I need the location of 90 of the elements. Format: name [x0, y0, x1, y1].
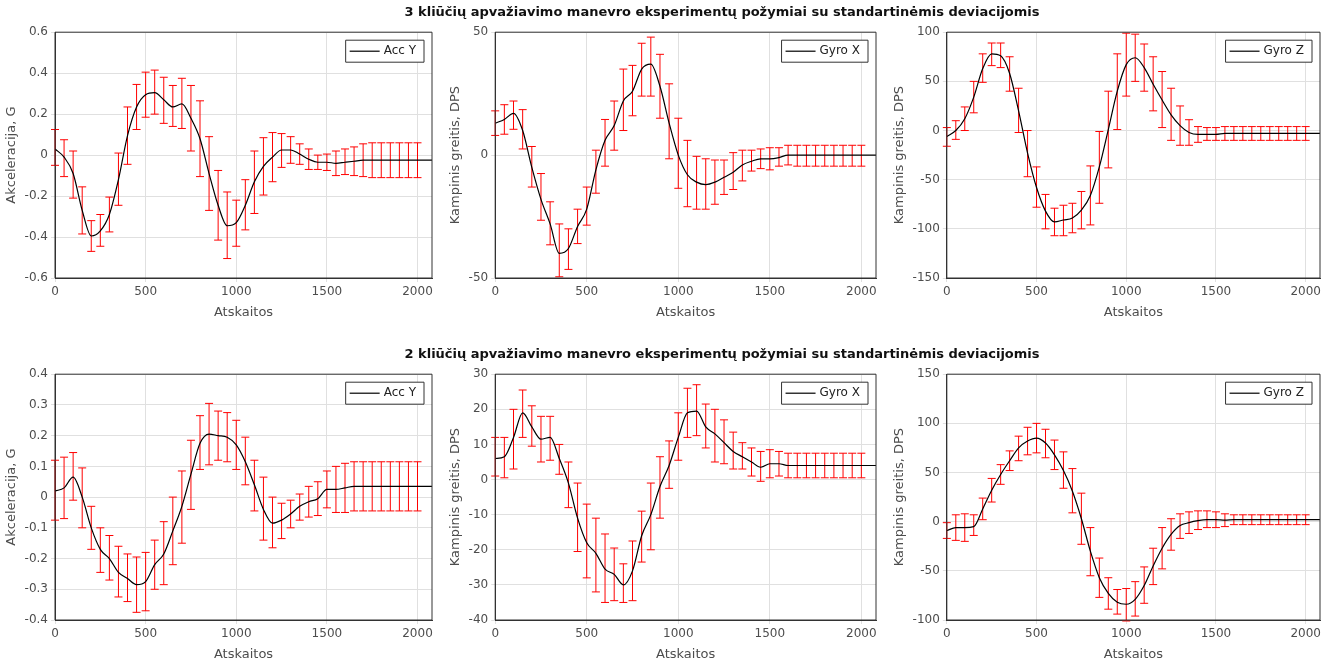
y-axis-title: Kampinis greitis, DPS [891, 427, 907, 567]
y-tick-label: -0.2 [24, 550, 49, 565]
x-tick-label: 2000 [1290, 284, 1321, 299]
legend-label: Gyro X [819, 385, 861, 400]
x-tick-label: 0 [491, 284, 500, 299]
line-series [946, 437, 1320, 605]
x-tick-label: 0 [943, 626, 951, 641]
chart-title: 2 kliūčių apvažiavimo manevro eksperimentų požymiai su standartinėmis deviacijomis [403, 345, 1041, 363]
y-tick-label: 0.1 [28, 458, 49, 473]
y-tick-label: 0 [40, 147, 49, 162]
x-tick-label: 2000 [846, 626, 877, 641]
y-tick-label: -0.4 [24, 229, 49, 244]
y-tick-label: 0.2 [28, 427, 49, 442]
y-tick-label: 0 [480, 471, 489, 486]
y-tick-label: -50 [920, 562, 940, 577]
legend-label: Gyro Z [1263, 43, 1305, 58]
x-axis-title: Atskaitos [213, 645, 274, 659]
x-tick-label: 1500 [311, 626, 343, 641]
x-tick-label: 1000 [1110, 284, 1142, 299]
y-tick-label: 50 [924, 73, 940, 88]
x-tick-label: 1500 [311, 284, 343, 299]
x-tick-label: 2000 [1290, 626, 1321, 641]
x-tick-label: 1000 [1110, 626, 1142, 641]
y-axis-title: Akceleracija, G [3, 106, 19, 204]
x-tick-label: 500 [134, 284, 158, 299]
y-tick-label: -40 [468, 612, 489, 627]
y-tick-label: 50 [472, 24, 489, 39]
legend-label: Gyro Z [1263, 385, 1305, 400]
x-tick-label: 2000 [402, 626, 433, 641]
legend-label: Acc Y [383, 385, 417, 400]
y-tick-label: 100 [916, 24, 940, 39]
y-tick-label: 0 [932, 122, 940, 137]
x-tick-label: 2000 [402, 284, 433, 299]
x-tick-label: 500 [575, 284, 599, 299]
y-tick-label: 50 [924, 464, 940, 479]
y-tick-label: 30 [472, 366, 489, 381]
x-axis-title: Atskaitos [655, 303, 716, 319]
y-tick-label: 10 [472, 436, 489, 451]
x-tick-label: 2000 [846, 284, 877, 299]
x-tick-label: 0 [943, 284, 951, 299]
y-tick-label: 150 [916, 366, 940, 381]
y-tick-label: -20 [468, 541, 489, 556]
x-tick-label: 1500 [754, 284, 786, 299]
x-tick-label: 0 [51, 626, 59, 641]
x-tick-label: 500 [1025, 284, 1048, 299]
x-tick-label: 1000 [663, 626, 694, 641]
x-tick-label: 500 [134, 626, 158, 641]
y-axis-title: Kampinis greitis, DPS [891, 85, 907, 225]
y-axis-title: Kampinis greitis, DPS [447, 427, 463, 567]
x-axis-title: Atskaitos [1103, 645, 1164, 659]
y-tick-label: -50 [468, 270, 489, 285]
y-tick-label: 20 [472, 401, 489, 416]
y-tick-label: 0 [40, 489, 49, 504]
x-tick-label: 0 [491, 626, 500, 641]
y-tick-label: -30 [468, 577, 489, 592]
x-axis-title: Atskaitos [1103, 303, 1164, 319]
y-tick-label: -150 [912, 270, 940, 285]
y-tick-label: 0.4 [28, 366, 49, 381]
legend-label: Gyro X [819, 43, 861, 58]
y-tick-label: 0 [480, 147, 489, 162]
y-tick-label: -50 [920, 171, 940, 186]
y-tick-label: -100 [912, 612, 940, 627]
legend-label: Acc Y [383, 43, 417, 58]
y-tick-label: 0 [932, 513, 940, 528]
y-axis-title: Akceleracija, G [3, 448, 19, 546]
x-tick-label: 1500 [754, 626, 786, 641]
x-tick-label: 1000 [220, 626, 252, 641]
y-axis-title: Kampinis greitis, DPS [447, 85, 463, 225]
y-tick-label: 0.4 [28, 65, 49, 80]
x-tick-label: 0 [51, 284, 59, 299]
x-tick-label: 500 [1025, 626, 1048, 641]
x-tick-label: 1500 [1200, 626, 1232, 641]
x-tick-label: 1000 [663, 284, 694, 299]
y-tick-label: 0.2 [28, 106, 49, 121]
y-tick-label: 0.3 [28, 397, 49, 412]
x-axis-title: Atskaitos [213, 303, 274, 319]
x-tick-label: 500 [575, 626, 599, 641]
chart-title: 3 kliūčių apvažiavimo manevro eksperimentų požymiai su standartinėmis deviacijomis [403, 3, 1041, 21]
y-tick-label: -10 [468, 506, 489, 521]
y-tick-label: 100 [916, 415, 940, 430]
y-tick-label: -0.6 [24, 270, 49, 285]
x-tick-label: 1500 [1200, 284, 1232, 299]
x-axis-title: Atskaitos [655, 645, 716, 659]
y-tick-label: -0.1 [24, 519, 49, 534]
y-tick-label: -100 [912, 220, 940, 235]
y-tick-label: -0.2 [24, 188, 49, 203]
x-tick-label: 1000 [220, 284, 252, 299]
y-tick-label: -0.4 [24, 612, 49, 627]
y-tick-label: -0.3 [24, 581, 49, 596]
y-tick-label: 0.6 [28, 24, 49, 39]
